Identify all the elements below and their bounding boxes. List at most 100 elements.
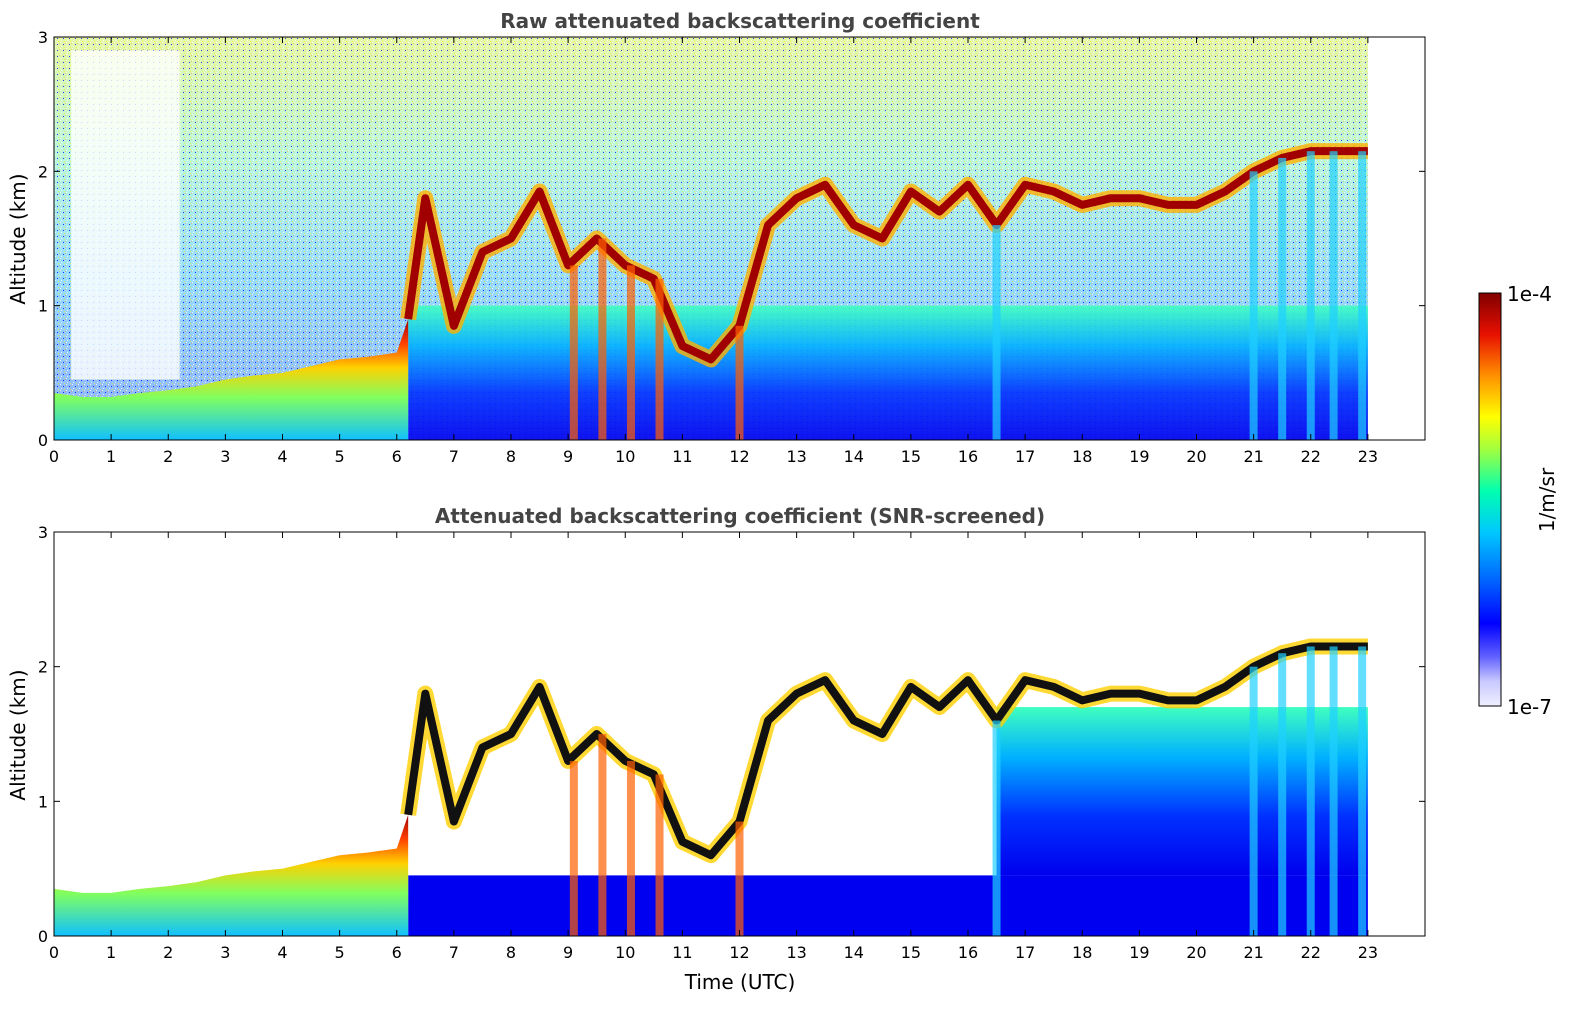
x-tick-label: 3 (220, 447, 230, 466)
x-tick-label: 14 (844, 943, 864, 962)
x-tick-label: 10 (615, 943, 635, 962)
boundary-layer (54, 814, 409, 936)
y-axis-label: Altitude (km) (6, 669, 30, 800)
subcloud-signal (408, 305, 1368, 440)
y-tick-label: 2 (38, 162, 48, 181)
precip-streak (1278, 653, 1287, 936)
colorbar-unit-label: 1/m/sr (1535, 467, 1559, 532)
x-tick-label: 23 (1358, 447, 1378, 466)
x-tick-label: 23 (1358, 943, 1378, 962)
colorbar-gradient (1478, 292, 1502, 707)
screened-backscatter-panel: Attenuated backscattering coefficient (S… (6, 504, 1426, 994)
x-tick-label: 14 (844, 447, 864, 466)
x-tick-label: 17 (1015, 943, 1035, 962)
x-tick-label: 12 (729, 447, 749, 466)
x-tick-label: 17 (1015, 447, 1035, 466)
precip-streak (1329, 151, 1338, 440)
x-axis-label: Time (UTC) (684, 970, 796, 994)
x-tick-label: 6 (392, 943, 402, 962)
y-axis-ticks: 0 1 2 3 (38, 523, 1425, 946)
precip-streak (1278, 157, 1287, 440)
x-tick-label: 21 (1243, 943, 1263, 962)
precip-streak (1249, 171, 1258, 441)
precip-streak (992, 720, 1001, 936)
x-tick-label: 12 (729, 943, 749, 962)
precip-streak (598, 734, 607, 936)
precip-streak (569, 760, 578, 936)
precip-streak (735, 821, 744, 936)
raw-backscatter-panel: Raw attenuated backscattering coefficien… (6, 9, 1426, 466)
y-tick-label: 0 (38, 927, 48, 946)
subcloud-signal (408, 875, 1368, 936)
x-tick-label: 1 (106, 943, 116, 962)
precip-streak (1329, 646, 1338, 936)
x-tick-label: 19 (1129, 447, 1149, 466)
x-tick-label: 4 (277, 447, 287, 466)
x-tick-label: 7 (449, 943, 459, 962)
y-axis-label: Altitude (km) (6, 173, 30, 304)
precip-streak (1358, 151, 1367, 440)
x-tick-label: 13 (786, 447, 806, 466)
x-tick-label: 13 (786, 943, 806, 962)
x-tick-label: 9 (563, 943, 573, 962)
x-tick-label: 9 (563, 447, 573, 466)
panel-title-screened: Attenuated backscattering coefficient (S… (435, 504, 1045, 528)
x-tick-label: 0 (49, 447, 59, 466)
x-tick-label: 22 (1301, 447, 1321, 466)
precip-streak (569, 265, 578, 440)
x-tick-label: 6 (392, 447, 402, 466)
x-tick-label: 11 (672, 447, 692, 466)
precip-streak (735, 325, 744, 440)
y-axis-ticks: 0 1 2 3 (38, 28, 1425, 450)
x-tick-label: 21 (1243, 447, 1263, 466)
x-axis-ticks: 0 1 2 3 4 5 6 7 8 9 10 11 12 13 14 15 16 17 18 19 20 21 22 23 (49, 37, 1378, 466)
x-axis-ticks: 0 1 2 3 4 5 6 7 8 9 10 11 12 13 14 15 16 17 18 19 20 21 22 23 (49, 532, 1378, 962)
precip-streak (655, 774, 664, 936)
precip-streak (655, 278, 664, 440)
cloud-virga (996, 707, 1368, 876)
y-tick-label: 0 (38, 431, 48, 450)
x-tick-label: 7 (449, 447, 459, 466)
clear-region (71, 50, 180, 380)
x-tick-label: 20 (1186, 447, 1206, 466)
x-tick-label: 3 (220, 943, 230, 962)
x-tick-label: 5 (335, 447, 345, 466)
x-tick-label: 16 (958, 943, 978, 962)
x-tick-label: 4 (277, 943, 287, 962)
boundary-layer (54, 319, 409, 440)
screened-heatmap (54, 638, 1368, 936)
precip-streak (1358, 646, 1367, 936)
precip-streak (1249, 666, 1258, 936)
x-tick-label: 11 (672, 943, 692, 962)
x-tick-label: 22 (1301, 943, 1321, 962)
y-tick-label: 3 (38, 523, 48, 542)
y-tick-label: 1 (38, 297, 48, 316)
y-tick-label: 1 (38, 792, 48, 811)
raw-heatmap (54, 37, 1368, 441)
x-tick-label: 8 (506, 447, 516, 466)
x-tick-label: 18 (1072, 943, 1092, 962)
x-tick-label: 2 (163, 943, 173, 962)
y-tick-label: 3 (38, 28, 48, 47)
colorbar-min-label: 1e-7 (1507, 695, 1552, 719)
cloud-layer-core (404, 642, 1368, 860)
x-tick-label: 2 (163, 447, 173, 466)
y-tick-label: 2 (38, 658, 48, 677)
precip-streak (626, 265, 635, 440)
x-tick-label: 19 (1129, 943, 1149, 962)
x-tick-label: 1 (106, 447, 116, 466)
x-tick-label: 16 (958, 447, 978, 466)
x-tick-label: 15 (901, 943, 921, 962)
colorbar-max-label: 1e-4 (1507, 282, 1552, 306)
x-tick-label: 10 (615, 447, 635, 466)
precip-streak (1306, 646, 1315, 936)
precip-streak (992, 225, 1001, 440)
x-tick-label: 18 (1072, 447, 1092, 466)
panel-title-raw: Raw attenuated backscattering coefficien… (500, 9, 980, 33)
colorbar: 1e-4 1e-7 1/m/sr (1478, 282, 1559, 719)
precip-streak (598, 238, 607, 440)
x-tick-label: 8 (506, 943, 516, 962)
x-tick-label: 20 (1186, 943, 1206, 962)
x-tick-label: 15 (901, 447, 921, 466)
